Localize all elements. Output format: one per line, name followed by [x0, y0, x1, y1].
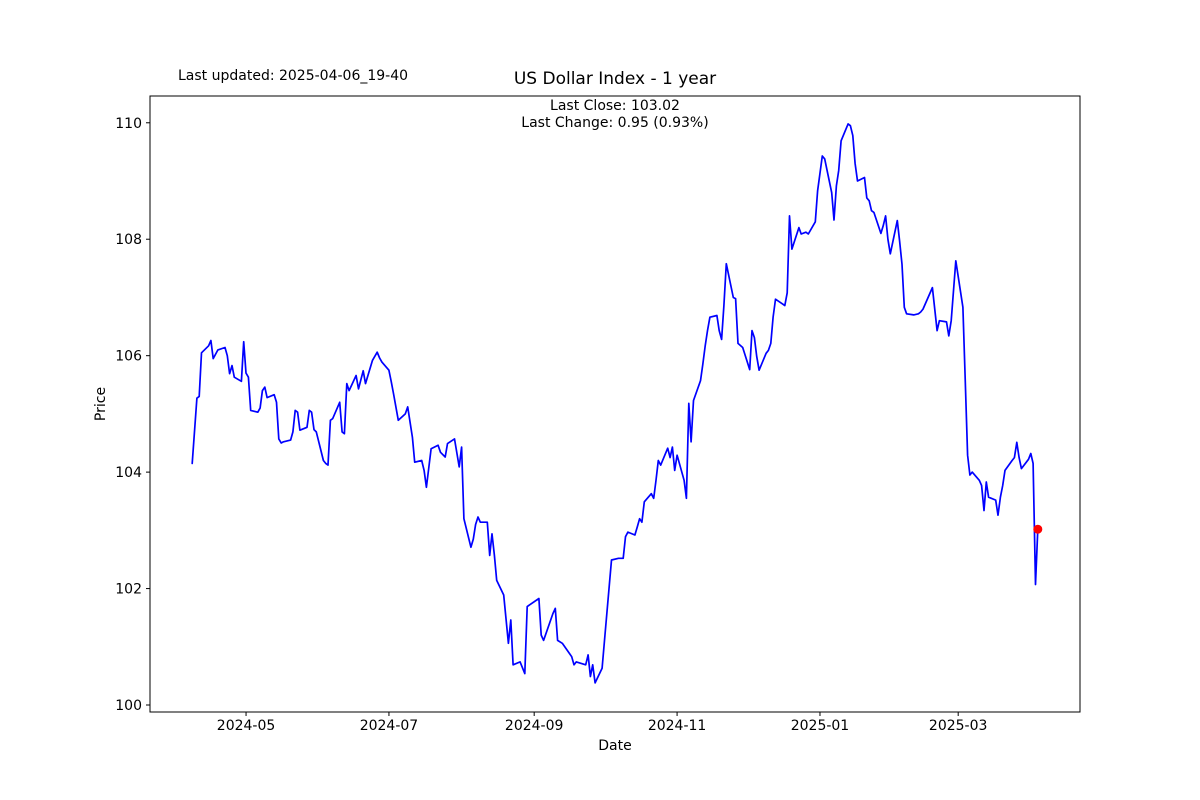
- x-tick-label: 2024-07: [360, 718, 419, 734]
- price-line: [191, 123, 1039, 684]
- y-tick-label: 110: [115, 116, 142, 132]
- last-updated-text: Last updated: 2025-04-06_19-40: [178, 68, 409, 84]
- x-tick-label: 2024-11: [648, 718, 707, 734]
- y-axis-label: Price: [93, 386, 109, 422]
- x-tick-label: 2025-01: [791, 718, 850, 734]
- last-price-marker: [1033, 524, 1043, 534]
- chart-title: US Dollar Index - 1 year: [513, 69, 717, 89]
- y-tick-label: 104: [115, 465, 142, 481]
- x-tick-label: 2024-09: [505, 718, 564, 734]
- x-tick-label: 2025-03: [929, 718, 988, 734]
- last-close-annotation: Last Close: 103.02: [550, 98, 680, 114]
- y-tick-label: 108: [115, 232, 142, 248]
- last-change-annotation: Last Change: 0.95 (0.93%): [521, 115, 709, 131]
- y-tick-label: 100: [115, 698, 142, 714]
- axes-border: [149, 95, 1081, 713]
- x-axis-label: Date: [598, 738, 632, 754]
- y-tick-label: 102: [115, 582, 142, 598]
- x-tick-label: 2024-05: [217, 718, 276, 734]
- y-tick-label: 106: [115, 349, 142, 365]
